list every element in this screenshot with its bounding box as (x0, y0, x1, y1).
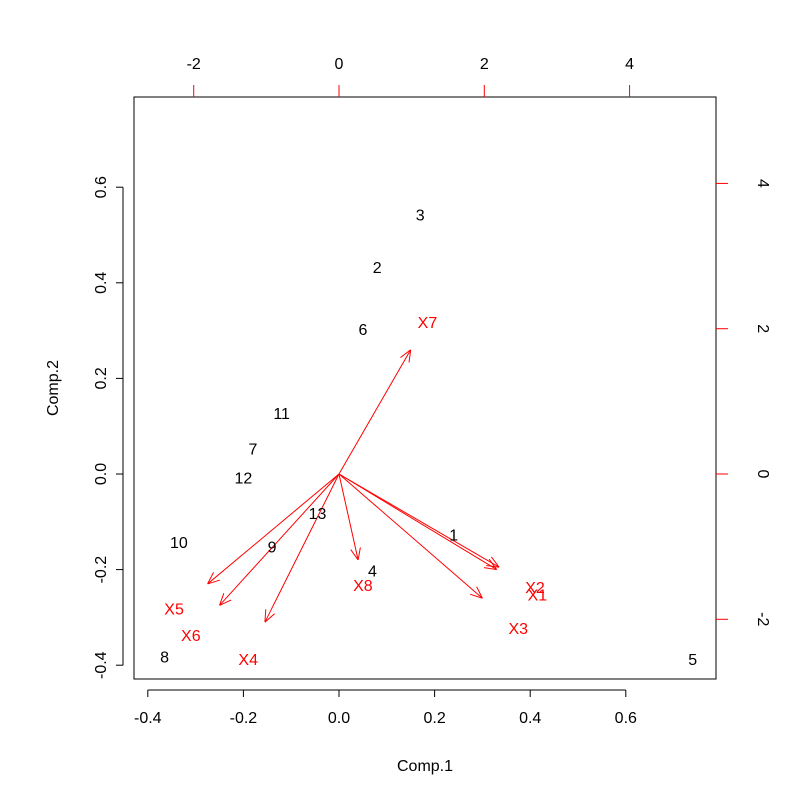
point-label: 6 (358, 322, 367, 339)
point-label: 13 (309, 506, 327, 523)
x-axis-title: Comp.1 (397, 758, 453, 775)
y-tick-label: 0.0 (93, 463, 110, 485)
right-tick-label: 0 (754, 470, 771, 479)
loading-arrow (338, 473, 358, 560)
point-label: 1 (449, 528, 458, 545)
point-label: 8 (160, 650, 169, 667)
point-label: 5 (688, 652, 697, 669)
loading-label: X7 (418, 315, 438, 332)
top-tick-label: 4 (625, 56, 634, 73)
y-tick-label: 0.6 (93, 176, 110, 198)
right-tick-label: 4 (754, 179, 771, 188)
loading-arrow (265, 473, 340, 622)
x-tick-label: -0.2 (230, 710, 258, 727)
loading-arrow (220, 473, 340, 605)
loading-label: X6 (181, 628, 201, 645)
y-axis-title: Comp.2 (45, 360, 62, 416)
point-label: 3 (416, 207, 425, 224)
x-tick-label: 0.4 (519, 710, 541, 727)
x-tick-label: 0.2 (423, 710, 445, 727)
point-label: 7 (249, 442, 258, 459)
x-tick-label: -0.4 (134, 710, 162, 727)
point-label: 2 (373, 260, 382, 277)
plot-frame (133, 96, 717, 680)
loading-label: X4 (238, 652, 258, 669)
right-tick-label: 2 (754, 324, 771, 333)
loading-label: X3 (508, 621, 528, 638)
y-tick-label: -0.2 (93, 556, 110, 584)
top-tick-label: 0 (335, 56, 344, 73)
x-tick-label: 0.6 (615, 710, 637, 727)
loading-arrow (338, 473, 482, 598)
point-label: 4 (368, 563, 377, 580)
loading-arrow (338, 473, 499, 567)
loading-label: X2 (525, 580, 545, 597)
loading-label: X8 (353, 578, 373, 595)
y-tick-label: -0.4 (93, 651, 110, 679)
x-tick-label: 0.0 (328, 710, 350, 727)
right-tick-label: -2 (754, 612, 771, 626)
point-label: 10 (170, 535, 188, 552)
point-label: 12 (235, 470, 253, 487)
loading-arrow (338, 350, 411, 475)
point-label: 9 (268, 540, 277, 557)
top-tick-label: 2 (480, 56, 489, 73)
top-tick-label: -2 (187, 56, 201, 73)
y-tick-label: 0.4 (93, 272, 110, 294)
loading-label: X5 (164, 602, 184, 619)
loading-label: X1 (528, 587, 548, 604)
point-label: 11 (273, 406, 290, 423)
loading-arrow (208, 473, 340, 584)
loading-arrow (338, 473, 497, 570)
y-tick-label: 0.2 (93, 367, 110, 389)
